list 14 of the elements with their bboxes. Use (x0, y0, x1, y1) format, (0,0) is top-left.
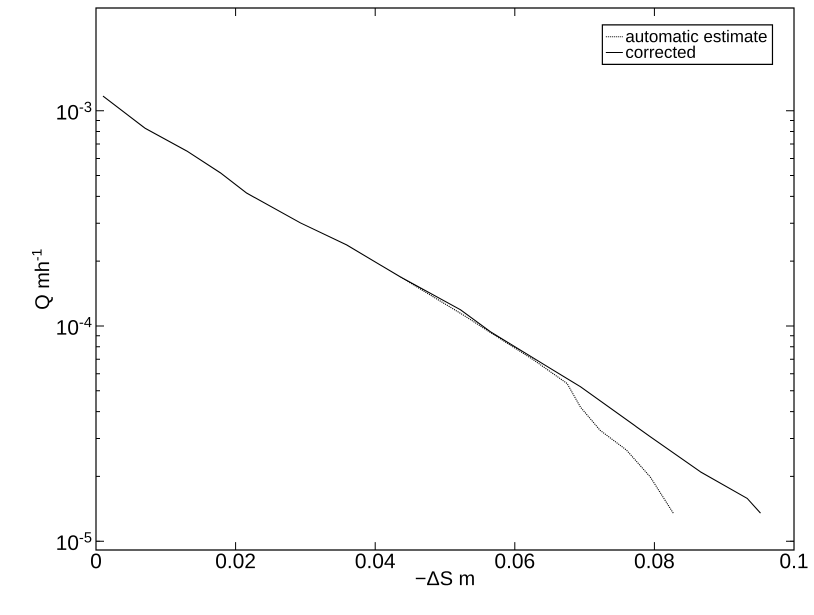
x-axis-title: −ΔS m (416, 571, 474, 586)
legend-label: corrected (626, 46, 695, 58)
x-tick-label: 0.02 (216, 554, 255, 568)
y-tick-label: 10$^{-3}$ (57, 102, 92, 120)
x-tick-label: 0.06 (495, 554, 534, 568)
x-tick-label: 0.04 (356, 554, 395, 568)
x-tick-label: 0.08 (634, 554, 674, 568)
y-axis-title: Q mh$^{-1}$ (32, 249, 53, 309)
x-tick-label: 0.1 (780, 554, 808, 568)
y-tick-label: 10$^{-4}$ (57, 317, 92, 335)
legend-label: automatic estimate (626, 30, 767, 42)
x-tick-label: 0 (90, 554, 101, 568)
line-series (102, 95, 762, 514)
y-tick-label: 10$^{-5}$ (57, 532, 92, 550)
